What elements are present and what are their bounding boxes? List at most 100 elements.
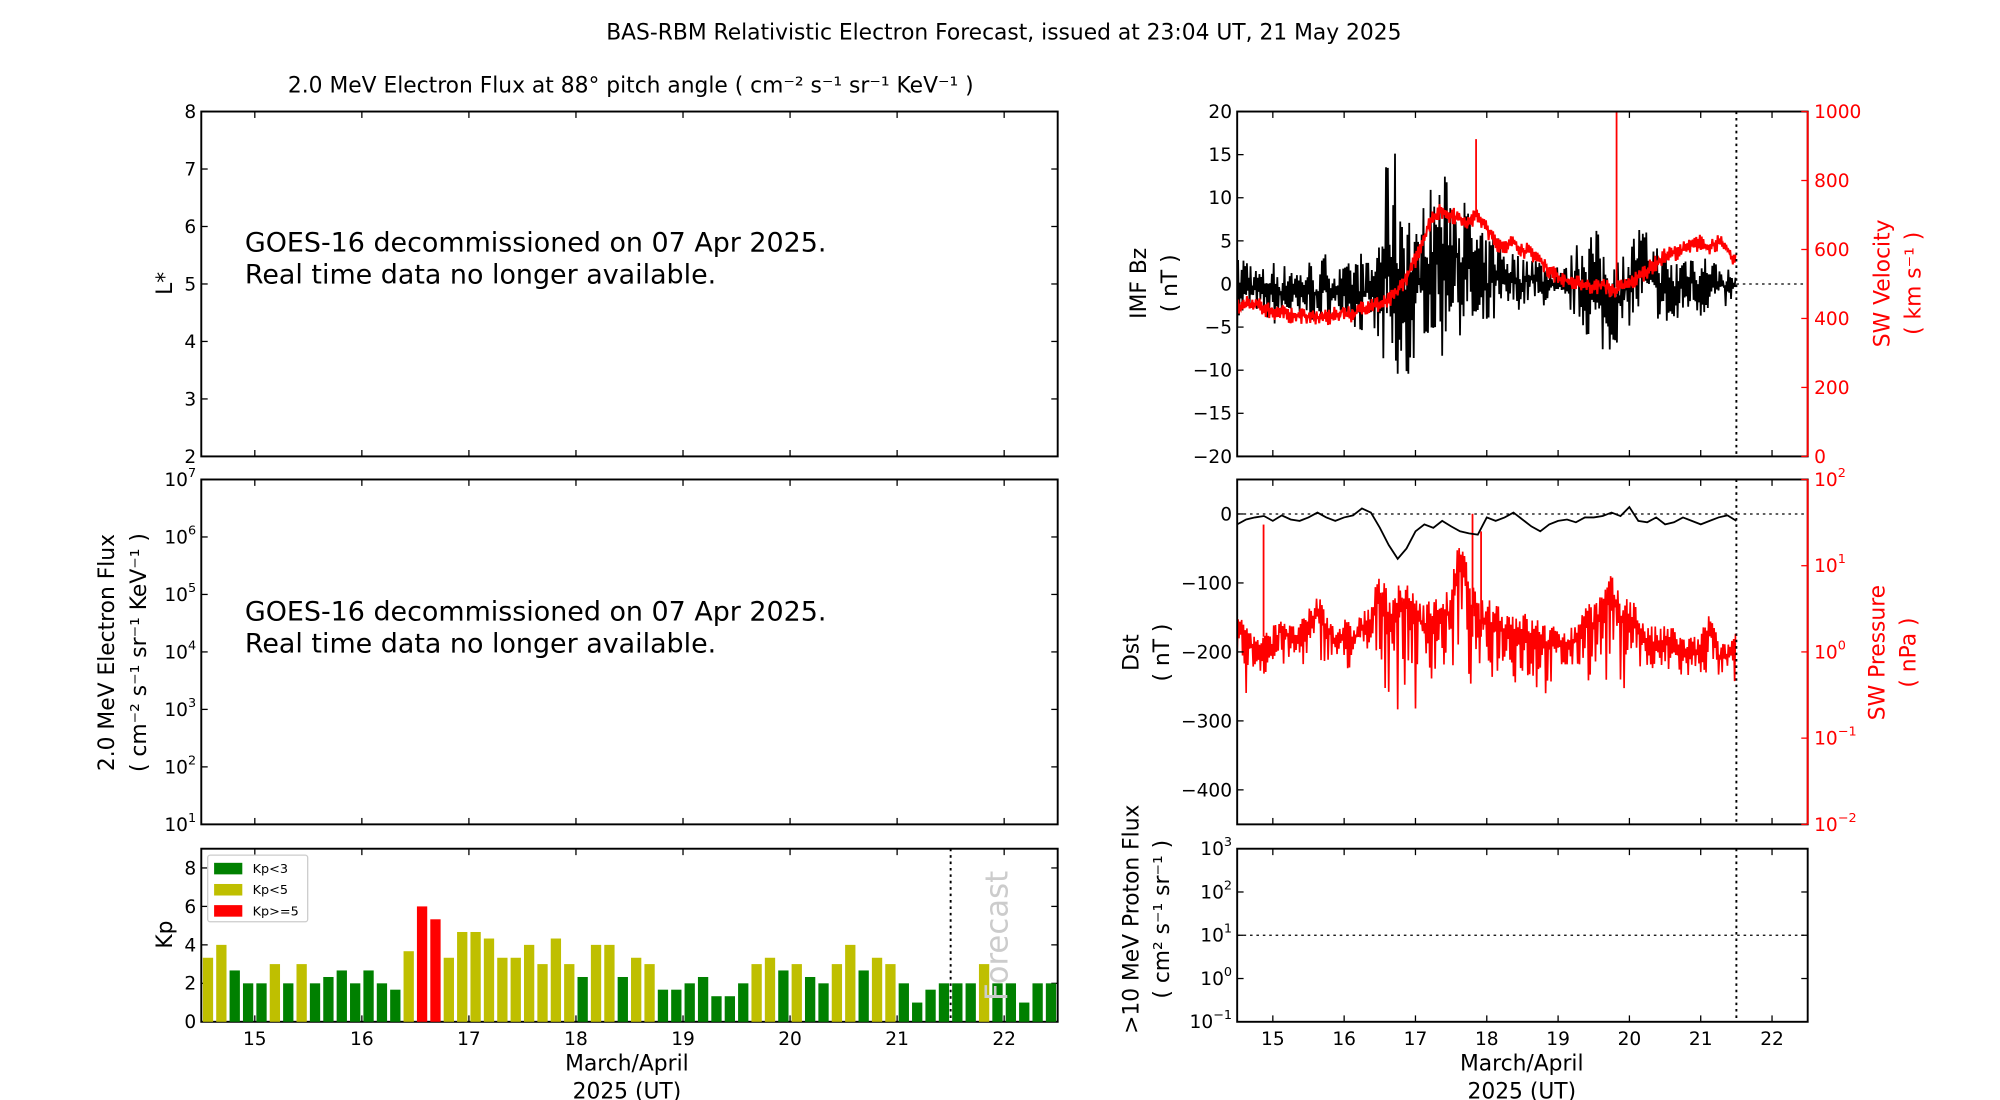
y-tick-label: 20 <box>1208 102 1232 123</box>
kp-bar <box>938 983 950 1022</box>
tick-exponent: 2 <box>188 753 196 768</box>
y-tick-label: 3 <box>184 389 196 410</box>
kp-bar <box>242 983 254 1022</box>
sw-pressure-line <box>1237 548 1737 710</box>
lstar-panel-title: 2.0 MeV Electron Flux at 88° pitch angle… <box>288 73 974 98</box>
figure-title: BAS-RBM Relativistic Electron Forecast, … <box>606 21 1401 46</box>
x-tick-label: 20 <box>778 1029 802 1050</box>
tick-exponent: 5 <box>188 581 196 596</box>
tick-exponent: 1 <box>1838 552 1846 567</box>
y-tick-label: 0 <box>1220 274 1232 295</box>
kp-bar <box>657 989 669 1022</box>
kp-bar <box>537 964 548 1022</box>
lstar-ylabel: L* <box>153 272 178 295</box>
kp-bar <box>564 964 575 1022</box>
kp-bar <box>992 983 1003 1022</box>
axes-frame <box>200 847 1059 1023</box>
y-tick-label: 4 <box>184 935 196 956</box>
proton-ylabel-line1: >10 MeV Proton Flux <box>1119 804 1144 1033</box>
tick-exponent: 6 <box>188 523 196 538</box>
kp-bar <box>510 957 521 1022</box>
tick-exponent: −2 <box>1838 811 1857 826</box>
kp-legend: Kp<3 Kp<5 Kp>=5 <box>207 854 309 923</box>
legend-swatch <box>214 905 243 917</box>
kp-bar <box>1019 1002 1030 1022</box>
kp-bar <box>724 996 735 1022</box>
kp-bar <box>604 944 615 1022</box>
flux-ylabel-line1: 2.0 MeV Electron Flux <box>95 534 120 771</box>
kp-bar <box>644 964 655 1022</box>
kp-bar <box>751 964 762 1022</box>
kp-bar <box>376 983 388 1022</box>
kp-bar <box>202 957 214 1022</box>
x-tick-label: 22 <box>992 1029 1016 1050</box>
kp-bar <box>871 957 883 1022</box>
kp-bar <box>416 906 428 1022</box>
tick-exponent: 2 <box>1224 878 1232 893</box>
x-tick-label: 20 <box>1618 1029 1642 1050</box>
x-tick-label: 16 <box>1332 1029 1356 1050</box>
y-tick-label: 107 <box>164 466 196 491</box>
x-tick-label: 19 <box>671 1029 695 1050</box>
kp-bar <box>1045 983 1057 1022</box>
right-xlabel-line2: 2025 (UT) <box>1467 1080 1576 1100</box>
kp-bar <box>818 983 829 1022</box>
tick-exponent: 4 <box>188 638 196 653</box>
y-tick-label: 600 <box>1814 240 1849 261</box>
kp-bar <box>1005 983 1017 1022</box>
tick-exponent: 1 <box>1224 922 1232 937</box>
left-xlabel-line1: March/April <box>565 1052 689 1077</box>
tick-exponent: 3 <box>188 696 196 711</box>
x-tick-label: 22 <box>1760 1029 1784 1050</box>
kp-bar <box>885 964 896 1022</box>
y-tick-label: 4 <box>184 332 196 353</box>
imf-bz-line <box>1237 153 1737 374</box>
y-tick-label: 10−1 <box>1814 725 1857 750</box>
kp-bar <box>336 970 347 1022</box>
y-tick-label: 1000 <box>1814 102 1861 123</box>
y-tick-label: −400 <box>1181 780 1232 801</box>
kp-bar <box>363 970 374 1022</box>
x-tick-label: 18 <box>564 1029 588 1050</box>
y-tick-label: 105 <box>164 581 196 606</box>
kp-bar <box>617 976 628 1022</box>
tick-exponent: 2 <box>1838 466 1846 481</box>
y-tick-label: 0 <box>1220 504 1232 525</box>
x-tick-label: 15 <box>243 1029 267 1050</box>
y-tick-label: 101 <box>164 811 196 836</box>
kp-bar <box>256 983 267 1022</box>
y-tick-label: −15 <box>1193 404 1232 425</box>
tick-exponent: 1 <box>188 811 196 826</box>
y-tick-label: 100 <box>1814 638 1846 663</box>
y-tick-label: 103 <box>1200 835 1232 860</box>
kp-bar <box>590 944 602 1022</box>
kp-bar <box>523 944 535 1022</box>
lstar-message-line2: Real time data no longer available. <box>245 259 716 290</box>
y-tick-label: 100 <box>1200 965 1232 990</box>
pres-ylabel-line1: SW Pressure <box>1866 585 1891 720</box>
kp-bar <box>483 938 495 1022</box>
kp-bar <box>323 976 334 1022</box>
y-tick-label: 102 <box>164 753 196 778</box>
kp-panel: Kp March/April 2025 (UT) 15 16 17 18 19 20 21 2… <box>153 847 1059 1100</box>
legend-swatch <box>214 862 243 875</box>
y-tick-label: 10−2 <box>1814 811 1857 836</box>
x-tick-label: 18 <box>1475 1029 1499 1050</box>
bz-ylabel-line1: IMF Bz <box>1127 248 1152 319</box>
x-tick-label: 21 <box>885 1029 909 1050</box>
y-tick-label: 5 <box>184 274 196 295</box>
y-tick-label: 10−1 <box>1190 1008 1233 1033</box>
kp-ylabel: Kp <box>153 921 178 949</box>
kp-bar <box>764 957 776 1022</box>
y-tick-label: −5 <box>1205 317 1232 338</box>
tick-exponent: −1 <box>1838 725 1857 740</box>
kp-bar <box>269 964 281 1022</box>
kp-bar <box>671 989 682 1022</box>
proton-ylabel-line2: ( cm² s⁻¹ sr⁻¹ ) <box>1150 840 1175 999</box>
y-tick-label: 102 <box>1200 878 1232 903</box>
kp-bar <box>697 976 709 1022</box>
kp-bar <box>778 970 789 1022</box>
y-tick-label: 102 <box>1814 466 1846 491</box>
lstar-message-line1: GOES-16 decommissioned on 07 Apr 2025. <box>245 227 827 258</box>
